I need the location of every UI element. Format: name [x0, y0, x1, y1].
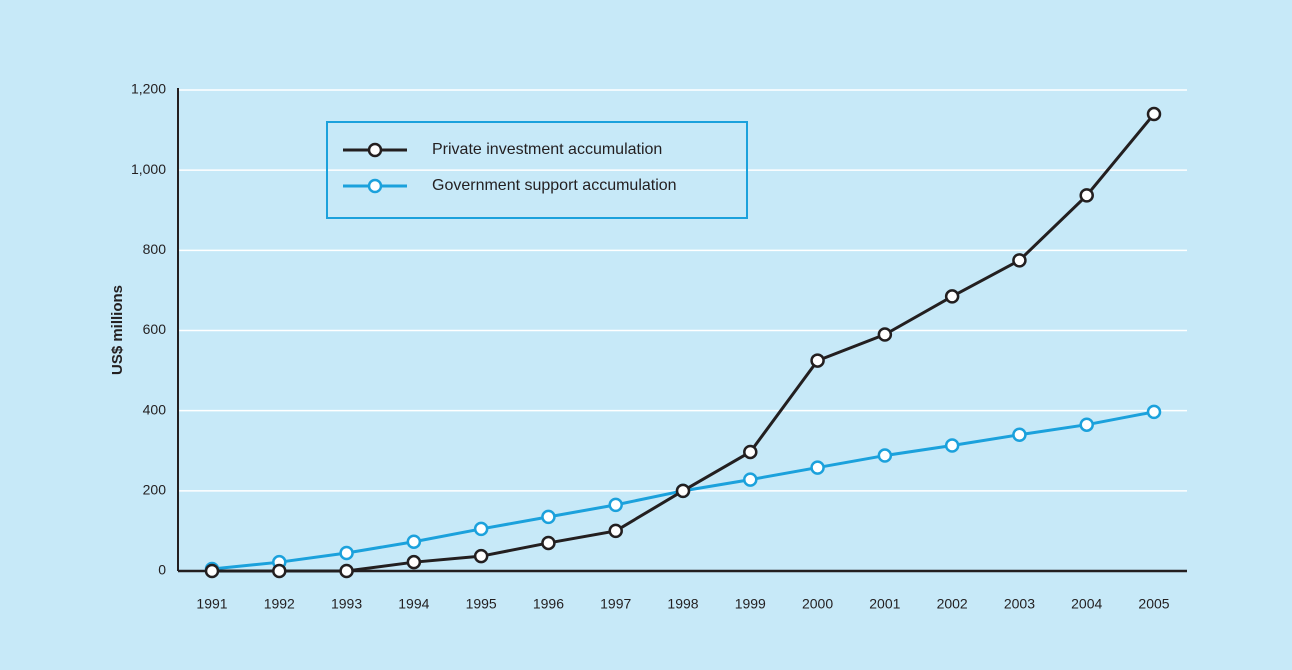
y-tick-label: 1,200 [131, 81, 166, 97]
data-point [406, 534, 422, 549]
data-point [339, 545, 354, 561]
x-tick-label: 1996 [533, 596, 564, 612]
data-point [608, 523, 623, 539]
x-tick-label: 1993 [331, 596, 362, 612]
x-tick-label: 1995 [466, 596, 497, 612]
data-point [810, 353, 825, 368]
y-tick-label: 0 [158, 562, 166, 578]
x-tick-label: 1992 [264, 596, 295, 612]
data-point [608, 497, 623, 513]
data-point [1012, 253, 1027, 268]
legend-box [326, 121, 748, 219]
y-tick-label: 400 [143, 401, 167, 417]
data-point [1146, 106, 1162, 122]
data-point [1079, 417, 1094, 432]
x-tick-label: 1998 [667, 596, 698, 612]
x-tick-label: 1997 [600, 596, 631, 612]
x-tick-label: 1994 [398, 596, 429, 612]
x-tick-label: 2005 [1138, 596, 1169, 612]
x-tick-label: 1991 [196, 596, 227, 612]
data-point [1079, 188, 1094, 203]
data-point [944, 289, 960, 304]
y-tick-label: 200 [143, 482, 167, 498]
y-tick-label: 1,000 [131, 161, 166, 177]
y-tick-label: 800 [143, 241, 167, 257]
data-point [1012, 427, 1027, 442]
x-tick-label: 2001 [869, 596, 900, 612]
data-point [877, 448, 893, 463]
x-tick-label: 2000 [802, 596, 833, 612]
data-point [406, 554, 422, 570]
legend-marker [367, 142, 383, 158]
data-point [944, 438, 960, 453]
legend-label: Private investment accumulation [432, 141, 662, 158]
data-point [339, 563, 354, 579]
data-point [743, 444, 758, 460]
data-point [541, 535, 556, 551]
x-tick-label: 2003 [1004, 596, 1035, 612]
data-point [877, 327, 893, 342]
data-point [1146, 404, 1162, 420]
y-tick-label: 600 [143, 321, 167, 337]
data-point [541, 509, 556, 525]
data-point [810, 460, 825, 475]
x-tick-label: 1999 [735, 596, 766, 612]
y-axis-label: US$ millions [109, 285, 126, 375]
x-tick-label: 2002 [937, 596, 968, 612]
legend-label: Government support accumulation [432, 177, 677, 194]
data-point [204, 563, 220, 579]
x-tick-label: 2004 [1071, 596, 1102, 612]
data-point [675, 483, 691, 499]
data-point [473, 548, 489, 564]
data-point [473, 521, 489, 537]
legend-marker [367, 178, 383, 194]
data-point [743, 472, 758, 487]
data-point [272, 563, 287, 579]
